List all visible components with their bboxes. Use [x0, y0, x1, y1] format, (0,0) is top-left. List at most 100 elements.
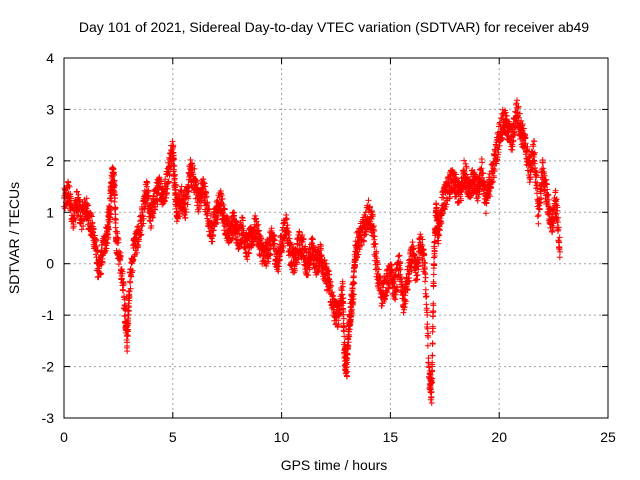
data-point — [350, 291, 357, 298]
data-point — [340, 295, 347, 302]
data-point — [70, 223, 77, 230]
data-point — [112, 211, 119, 218]
data-point — [74, 188, 81, 195]
data-point — [358, 241, 365, 248]
data-point — [429, 340, 436, 347]
data-point — [397, 266, 404, 273]
data-point — [409, 239, 416, 246]
data-point — [421, 251, 428, 258]
data-point — [550, 220, 557, 227]
data-point — [516, 110, 523, 117]
data-point — [214, 197, 221, 204]
data-point — [110, 165, 117, 172]
data-point — [66, 183, 73, 190]
data-point — [61, 205, 68, 212]
data-point — [191, 165, 198, 172]
data-point — [97, 270, 104, 277]
data-point — [201, 180, 208, 187]
data-point — [424, 311, 431, 318]
data-point — [145, 188, 152, 195]
data-point — [195, 208, 202, 215]
data-point — [181, 200, 188, 207]
data-point — [150, 210, 157, 217]
y-tick-label: 0 — [46, 256, 54, 272]
data-point — [411, 252, 418, 259]
data-point — [121, 312, 128, 319]
data-point — [318, 252, 325, 259]
data-point — [419, 236, 426, 243]
data-point — [75, 191, 82, 198]
data-point — [266, 252, 273, 259]
data-point — [164, 185, 171, 192]
data-point — [172, 182, 179, 189]
data-point — [231, 209, 238, 216]
data-point — [515, 114, 522, 121]
data-point — [137, 232, 144, 239]
data-point — [486, 188, 493, 195]
data-point — [396, 252, 403, 259]
data-point — [394, 284, 401, 291]
data-point — [371, 227, 378, 234]
data-point — [321, 257, 328, 264]
data-point — [439, 210, 446, 217]
data-point — [161, 197, 168, 204]
data-point — [93, 243, 100, 250]
data-point — [406, 278, 413, 285]
data-point — [373, 248, 380, 255]
data-point — [115, 236, 122, 243]
y-tick-label: 1 — [46, 204, 54, 220]
data-point — [480, 170, 487, 177]
data-point — [286, 235, 293, 242]
data-point — [428, 388, 435, 395]
data-point — [90, 225, 97, 232]
data-point — [212, 221, 219, 228]
data-point — [509, 143, 516, 150]
data-point — [423, 293, 430, 300]
data-point — [184, 201, 191, 208]
x-tick-label: 10 — [274, 429, 290, 445]
data-point — [271, 240, 278, 247]
data-point — [275, 268, 282, 275]
data-point — [553, 196, 560, 203]
data-point — [78, 226, 85, 233]
data-point — [108, 197, 115, 204]
data-point — [521, 143, 528, 150]
data-point — [401, 304, 408, 311]
data-point — [404, 286, 411, 293]
data-point — [169, 138, 176, 145]
data-point — [461, 168, 468, 175]
data-point — [524, 143, 531, 150]
x-tick-label: 0 — [60, 429, 68, 445]
data-point — [246, 250, 253, 257]
data-point — [422, 278, 429, 285]
data-point — [422, 260, 429, 267]
data-point — [105, 234, 112, 241]
data-point — [170, 142, 177, 149]
data-point — [395, 253, 402, 260]
data-point — [125, 320, 132, 327]
y-tick-label: 2 — [46, 153, 54, 169]
data-point — [428, 393, 435, 400]
grid — [64, 58, 608, 418]
data-point — [375, 266, 382, 273]
data-point — [418, 233, 425, 240]
data-point — [482, 210, 489, 217]
data-point — [165, 159, 172, 166]
data-point — [85, 217, 92, 224]
data-point — [519, 121, 526, 128]
data-point — [391, 278, 398, 285]
data-point — [555, 214, 562, 221]
data-point — [200, 179, 207, 186]
data-point — [221, 206, 228, 213]
data-point — [414, 271, 421, 278]
data-point — [554, 204, 561, 211]
data-point — [140, 215, 147, 222]
chart-title: Day 101 of 2021, Sidereal Day-to-day VTE… — [79, 19, 589, 35]
data-point — [185, 181, 192, 188]
data-point — [555, 224, 562, 231]
data-point — [431, 252, 438, 259]
data-point — [535, 212, 542, 219]
x-tick-label: 15 — [383, 429, 399, 445]
data-point — [553, 201, 560, 208]
data-point — [434, 231, 441, 238]
